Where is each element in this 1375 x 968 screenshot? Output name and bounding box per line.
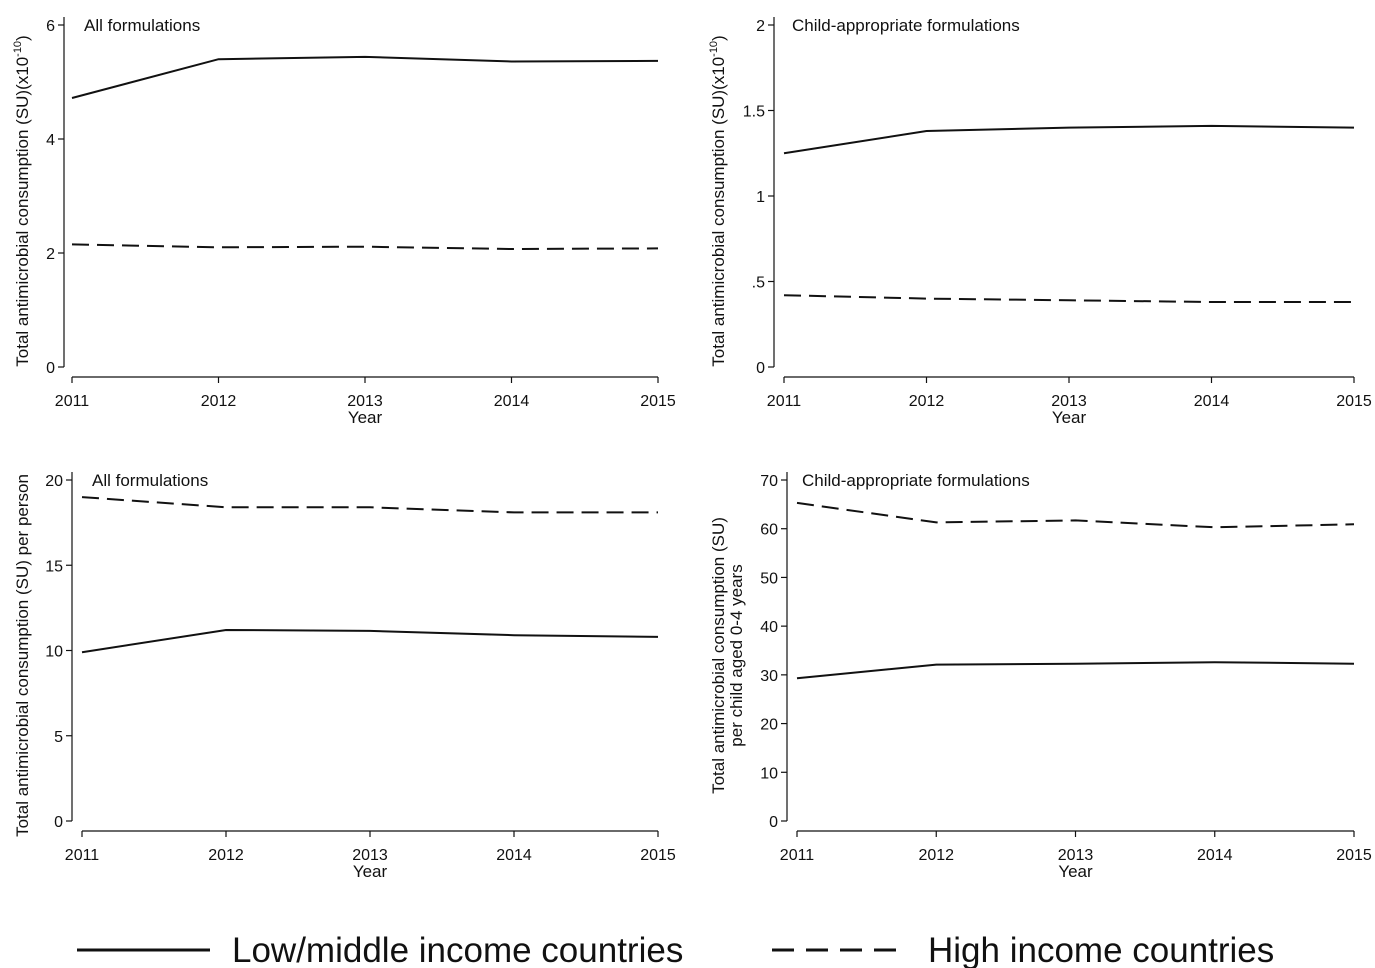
- y-tick-label: 10: [45, 644, 63, 661]
- panel-title: All formulations: [84, 16, 200, 35]
- y-axis-title: Total antimicrobial consumption (SU): [709, 517, 728, 794]
- y-tick-label: 60: [760, 522, 778, 539]
- x-tick-label: 2014: [1194, 393, 1230, 410]
- chart-panel-4: 0 10 20 30 40 50 60 70 2011 2012 2013 2014 2015 Year T…: [709, 471, 1372, 881]
- y-tick-label: 40: [760, 619, 778, 636]
- legend: Low/middle income countries High income c…: [77, 931, 1274, 968]
- series-line-high-income: [783, 294, 1354, 303]
- x-tick-label: 2015: [640, 393, 676, 410]
- x-tick-label: 2011: [780, 847, 815, 864]
- y-tick-label: 1.5: [743, 104, 765, 121]
- y-tick-label: 4: [46, 132, 55, 149]
- series-line-low-middle-income: [783, 124, 1355, 155]
- y-tick-label: 0: [769, 814, 778, 831]
- y-axis-title-exponent: -10: [12, 41, 24, 57]
- x-tick-label: 2012: [208, 847, 244, 864]
- y-tick-label: 20: [45, 473, 63, 490]
- y-axis-title-close: ): [709, 35, 728, 41]
- chart-panel-2: 0 .5 1 1.5 2 2011 2012 2013 2014 2015 Year Total an…: [708, 16, 1372, 427]
- y-tick-label: 6: [46, 18, 55, 35]
- y-axis-title-main: Total antimicrobial consumption (SU)(x10: [13, 57, 32, 367]
- y-tick-label: 0: [54, 814, 63, 831]
- series-line-high-income: [71, 243, 659, 251]
- x-tick-label: 2013: [347, 393, 383, 410]
- x-axis-title: Year: [353, 862, 388, 881]
- x-tick-label: 2013: [1058, 847, 1094, 864]
- y-axis-title-line2: per child aged 0-4 years: [727, 564, 746, 746]
- y-tick-label: 0: [46, 360, 55, 377]
- x-tick-label: 2012: [201, 393, 237, 410]
- x-axis-title: Year: [1052, 408, 1087, 427]
- x-tick-label: 2014: [1197, 847, 1233, 864]
- x-tick-label: 2011: [55, 393, 90, 410]
- y-axis-title-exponent: -10: [708, 41, 720, 57]
- y-tick-label: 2: [756, 18, 765, 35]
- legend-label-low-middle-income: Low/middle income countries: [232, 931, 683, 968]
- x-axis-title: Year: [348, 408, 383, 427]
- x-tick-label: 2012: [909, 393, 945, 410]
- x-tick-label: 2011: [767, 393, 802, 410]
- x-tick-label: 2013: [352, 847, 388, 864]
- y-tick-label: 30: [760, 668, 778, 685]
- series-line-low-middle-income: [796, 661, 1355, 680]
- series-line-high-income: [81, 496, 658, 514]
- chart-panel-1: 0 2 4 6 2011 2012 2013 2014 2015 Year Total antimi…: [12, 16, 676, 427]
- x-tick-label: 2014: [494, 393, 530, 410]
- x-tick-label: 2013: [1051, 393, 1087, 410]
- y-axis-title: Total antimicrobial consumption (SU)(x10…: [708, 35, 728, 366]
- y-axis-title-main: Total antimicrobial consumption (SU)(x10: [709, 57, 728, 367]
- y-tick-label: .5: [752, 275, 765, 292]
- x-tick-label: 2011: [65, 847, 100, 864]
- y-tick-label: 50: [760, 570, 778, 587]
- series-line-low-middle-income: [81, 628, 659, 654]
- y-axis-title: Total antimicrobial consumption (SU)(x10…: [12, 35, 32, 366]
- y-tick-label: 1: [756, 189, 765, 206]
- x-tick-label: 2015: [640, 847, 676, 864]
- series-line-high-income: [796, 501, 1355, 529]
- y-tick-label: 20: [760, 717, 778, 734]
- x-axis-title: Year: [1058, 862, 1093, 881]
- legend-label-high-income: High income countries: [928, 931, 1274, 968]
- y-tick-label: 0: [756, 360, 765, 377]
- x-tick-label: 2015: [1336, 847, 1372, 864]
- y-tick-label: 5: [54, 729, 63, 746]
- panel-title: Child-appropriate formulations: [792, 16, 1020, 35]
- x-tick-label: 2014: [496, 847, 532, 864]
- panel-title: Child-appropriate formulations: [802, 471, 1030, 490]
- y-tick-label: 2: [46, 246, 55, 263]
- chart-panel-3: 0 5 10 15 20 2011 2012 2013 2014 2015 Year Total an…: [13, 471, 676, 881]
- y-tick-label: 10: [760, 765, 778, 782]
- panel-title: All formulations: [92, 471, 208, 490]
- y-axis-title-close: ): [13, 35, 32, 41]
- y-tick-label: 15: [45, 558, 63, 575]
- y-axis-title: Total antimicrobial consumption (SU) per…: [13, 474, 32, 837]
- series-line-low-middle-income: [71, 55, 659, 99]
- x-tick-label: 2012: [918, 847, 954, 864]
- x-tick-label: 2015: [1336, 393, 1372, 410]
- y-tick-label: 70: [760, 473, 778, 490]
